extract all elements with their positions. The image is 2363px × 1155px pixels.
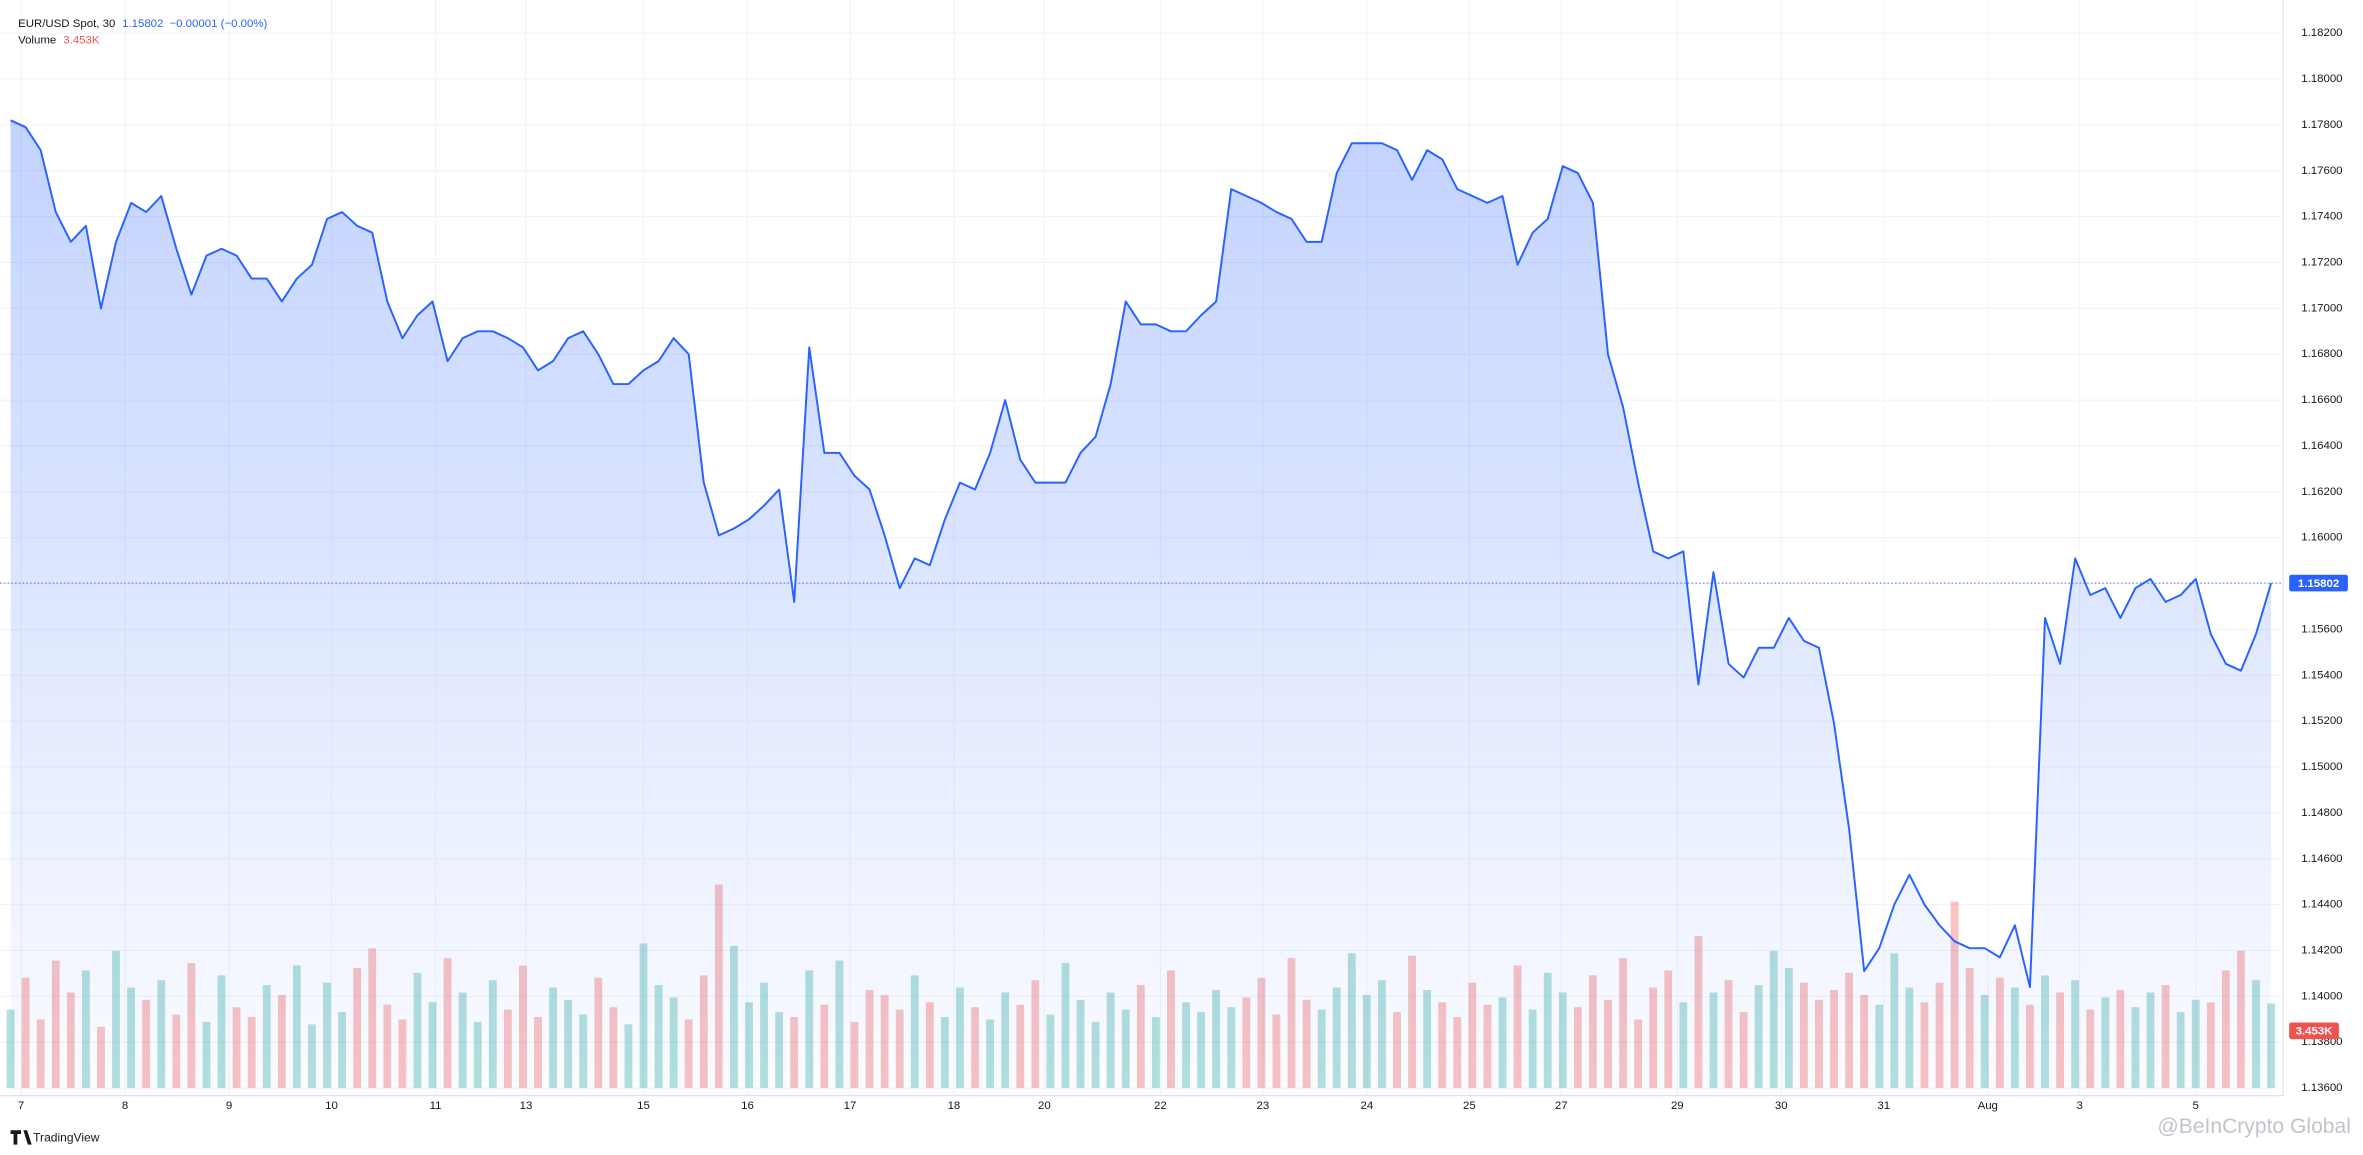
y-tick-label: 1.13600: [2301, 1082, 2342, 1094]
volume-tag: [2289, 1022, 2339, 1040]
x-tick-label: 9: [226, 1100, 232, 1112]
x-tick-label: 22: [1154, 1100, 1167, 1112]
x-tick-label: 5: [2193, 1100, 2199, 1112]
y-tick-label: 1.17400: [2301, 211, 2342, 223]
x-tick-label: 29: [1671, 1100, 1684, 1112]
y-tick-label: 1.18000: [2301, 73, 2342, 85]
volume-title: Volume: [18, 35, 56, 47]
y-tick-label: 1.14400: [2301, 899, 2342, 911]
watermark: @BeInCrypto Global: [2157, 1115, 2351, 1138]
plot-area: [0, 119, 2284, 1096]
y-tick-label: 1.14800: [2301, 807, 2342, 819]
y-tick-label: 1.17200: [2301, 257, 2342, 269]
brand: TradingView: [33, 1131, 100, 1145]
last-price-tag: [2289, 574, 2348, 592]
volume-tag-label: 3.453K: [2296, 1026, 2334, 1038]
x-tick-label: 11: [430, 1100, 442, 1112]
y-tick-label: 1.16800: [2301, 348, 2342, 360]
axes: 1.13600 1.13800 1.14000 1.14200 1.14400 1.146…: [18, 27, 2348, 1112]
x-tick-label: 24: [1360, 1100, 1373, 1112]
area-fill: [10, 120, 2272, 1096]
y-tick-label: 1.13800: [2301, 1036, 2342, 1048]
y-tick-label: 1.17000: [2301, 302, 2342, 314]
y-tick-label: 1.16400: [2301, 440, 2342, 452]
x-tick-label: 16: [741, 1100, 754, 1112]
y-tick-label: 1.14200: [2301, 945, 2342, 957]
x-tick-label: 25: [1463, 1100, 1476, 1112]
y-tick-label: 1.14000: [2301, 990, 2342, 1002]
price-change: −0.00001 (−0.00%): [169, 18, 267, 30]
y-tick-label: 1.16000: [2301, 532, 2342, 544]
y-tick-label: 1.15200: [2301, 715, 2342, 727]
y-tick-label: 1.15400: [2301, 669, 2342, 681]
brand-logo: [10, 1130, 32, 1145]
x-tick-label: 15: [637, 1100, 650, 1112]
x-tick-label: 17: [844, 1100, 857, 1112]
x-tick-label: 7: [18, 1100, 24, 1112]
y-tick-label: 1.14600: [2301, 853, 2342, 865]
volume-last: 3.453K: [63, 35, 100, 47]
legend: EUR/USD Spot, 30 1.15802 −0.00001 (−0.00…: [18, 18, 267, 47]
y-tick-label: 1.17800: [2301, 119, 2342, 131]
x-tick-label: 30: [1775, 1100, 1788, 1112]
y-tick-label: 1.18200: [2301, 27, 2342, 39]
last-price-tag-label: 1.15802: [2298, 578, 2339, 590]
x-tick-label: 23: [1257, 1100, 1270, 1112]
y-tick-label: 1.15600: [2301, 623, 2342, 635]
y-tick-label: 1.15000: [2301, 761, 2342, 773]
x-tick-label: 8: [122, 1100, 128, 1112]
x-tick-label: 10: [325, 1100, 338, 1112]
symbol-title: EUR/USD Spot, 30: [18, 18, 115, 30]
x-tick-label: 3: [2076, 1100, 2082, 1112]
y-tick-label: 1.16200: [2301, 486, 2342, 498]
x-tick-label: 27: [1555, 1100, 1568, 1112]
x-tick-label: 18: [948, 1100, 961, 1112]
footer: TradingView @BeInCrypto Global: [10, 1115, 2351, 1145]
y-tick-label: 1.17600: [2301, 165, 2342, 177]
x-tick-label: 31: [1877, 1100, 1890, 1112]
x-tick-label: Aug: [1978, 1100, 1998, 1112]
last-price: 1.15802: [122, 18, 163, 30]
x-tick-label: 13: [520, 1100, 533, 1112]
x-tick-label: 20: [1038, 1100, 1051, 1112]
price-line: [10, 119, 2273, 989]
y-tick-label: 1.16600: [2301, 394, 2342, 406]
